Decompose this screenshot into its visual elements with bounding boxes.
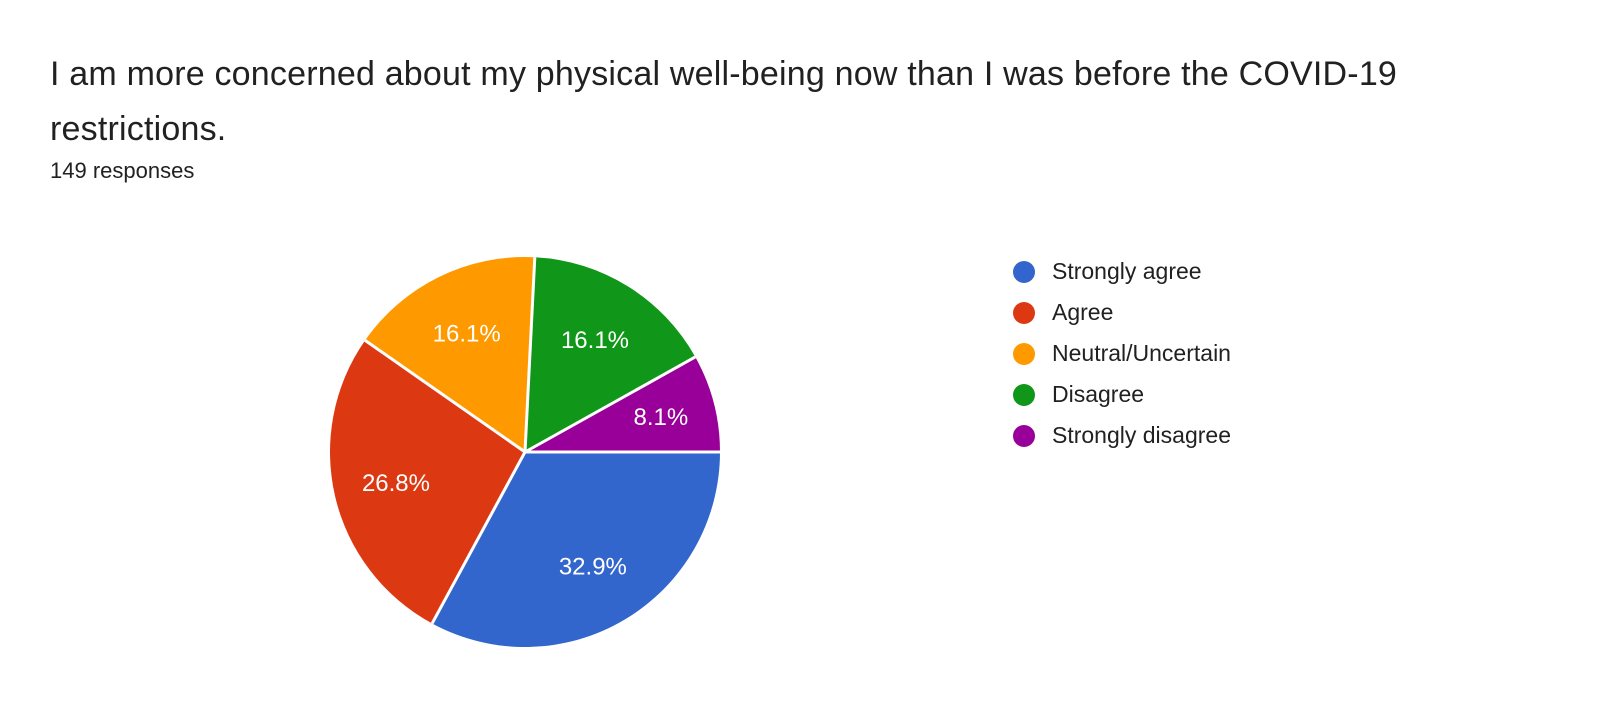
pie-slice-strongly-agree[interactable]	[432, 452, 720, 648]
slice-percent-label: 16.1%	[561, 327, 629, 354]
chart-legend: Strongly agree Agree Neutral/Uncertain Disa…	[1013, 251, 1231, 456]
slice-percent-label: 26.8%	[362, 470, 430, 497]
pie-slice-agree[interactable]	[329, 340, 525, 624]
legend-label: Strongly agree	[1052, 258, 1202, 284]
slice-divider	[430, 451, 527, 625]
legend-item-neutral-uncertain: Neutral/Uncertain	[1013, 333, 1231, 374]
pie-slice-neutral-uncertain[interactable]	[365, 257, 535, 452]
legend-dot-icon	[1013, 260, 1035, 283]
slice-percent-label: 16.1%	[433, 320, 501, 347]
legend-dot-icon	[1013, 342, 1035, 365]
legend-item-disagree: Disagree	[1013, 374, 1231, 415]
legend-item-strongly-disagree: Strongly disagree	[1013, 415, 1231, 456]
legend-label: Strongly disagree	[1052, 422, 1231, 448]
response-count: 149 responses	[50, 158, 195, 183]
legend-label: Disagree	[1052, 381, 1145, 407]
legend-item-agree: Agree	[1013, 292, 1231, 333]
legend-dot-icon	[1013, 301, 1035, 324]
slice-percent-label: 32.9%	[559, 553, 627, 580]
legend-item-strongly-agree: Strongly agree	[1013, 251, 1231, 292]
legend-dot-icon	[1013, 383, 1035, 406]
legend-dot-icon	[1013, 424, 1035, 447]
slice-divider	[523, 257, 537, 453]
pie-slice-disagree[interactable]	[525, 257, 696, 452]
question-title: I am more concerned about my physical we…	[50, 55, 1398, 148]
pie-chart: 32.9% 26.8% 16.1% 16.1% 8.1%	[329, 257, 720, 648]
slice-divider	[524, 355, 697, 454]
slice-percent-label: 8.1%	[634, 404, 689, 431]
pie-slice-strongly-disagree[interactable]	[525, 356, 720, 452]
slice-divider	[364, 339, 526, 454]
legend-label: Neutral/Uncertain	[1052, 340, 1231, 366]
legend-label: Agree	[1052, 299, 1114, 325]
